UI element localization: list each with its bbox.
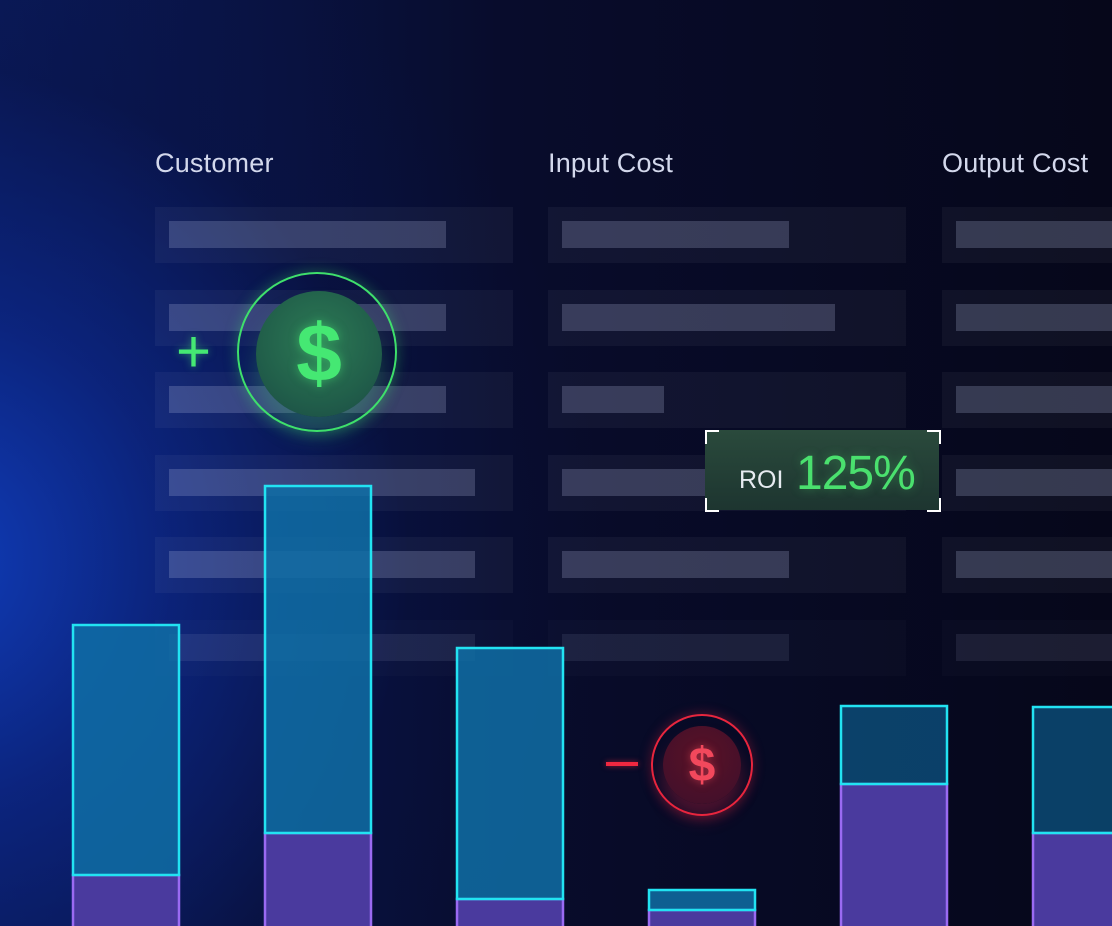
bar-segment-top xyxy=(839,704,949,786)
table-row-placeholder xyxy=(942,537,1112,593)
roi-corner-bottom-left xyxy=(705,498,719,512)
roi-corner-top-right xyxy=(927,430,941,444)
minus-icon xyxy=(606,762,638,766)
table-row-placeholder xyxy=(942,289,1112,346)
dollar-icon: $ xyxy=(688,738,716,792)
bar-segment-top xyxy=(455,646,565,901)
bar-segment-bottom xyxy=(263,831,373,926)
table-row-placeholder xyxy=(548,289,906,346)
table-cell-placeholder xyxy=(562,303,835,331)
bar-segment-top xyxy=(263,484,373,835)
column-header-customer: Customer xyxy=(155,148,274,178)
table-row-placeholder xyxy=(548,207,906,263)
roi-corner-top-left xyxy=(705,430,719,444)
roi-corner-bottom-right xyxy=(927,498,941,512)
column-header-input-cost: Input Cost xyxy=(548,148,674,178)
table-row-placeholder xyxy=(155,207,513,263)
table-cell-placeholder xyxy=(956,468,1112,496)
bar-segment-bottom xyxy=(1031,831,1112,926)
table-row-placeholder xyxy=(942,372,1112,428)
bar-segment-bottom xyxy=(455,897,565,926)
table-cell-placeholder xyxy=(562,633,789,661)
table-cell-placeholder xyxy=(956,633,1112,661)
table-cell-placeholder xyxy=(956,221,1112,248)
table-cell-placeholder xyxy=(956,386,1112,413)
bar-segment-top xyxy=(647,888,757,912)
bar-segment-top xyxy=(1031,705,1112,835)
gain-coin xyxy=(256,291,382,417)
roi-label: ROI xyxy=(739,466,784,494)
roi-value: 125% xyxy=(796,447,916,500)
table-cell-placeholder xyxy=(562,221,789,248)
bar-segment-top xyxy=(71,623,181,877)
loss-coin xyxy=(663,726,741,804)
table-cell-placeholder xyxy=(562,551,789,578)
bar-segment-bottom xyxy=(71,873,181,926)
bar-segment-bottom xyxy=(647,908,757,926)
table-cell-placeholder xyxy=(169,221,446,248)
gain-ring xyxy=(237,272,397,432)
table-cell-placeholder xyxy=(956,303,1112,331)
dollar-icon: $ xyxy=(296,308,342,399)
table-row-placeholder xyxy=(942,454,1112,511)
roi-badge xyxy=(705,430,939,510)
plus-icon: + xyxy=(176,318,212,385)
table-row-placeholder xyxy=(548,537,906,593)
table-cell-placeholder xyxy=(956,551,1112,578)
loss-ring xyxy=(651,714,753,816)
column-header-output-cost: Output Cost xyxy=(942,148,1089,178)
table-row-placeholder xyxy=(548,372,906,428)
table-row-placeholder xyxy=(942,207,1112,263)
table-cell-placeholder xyxy=(562,386,664,413)
bar-segment-bottom xyxy=(839,782,949,926)
